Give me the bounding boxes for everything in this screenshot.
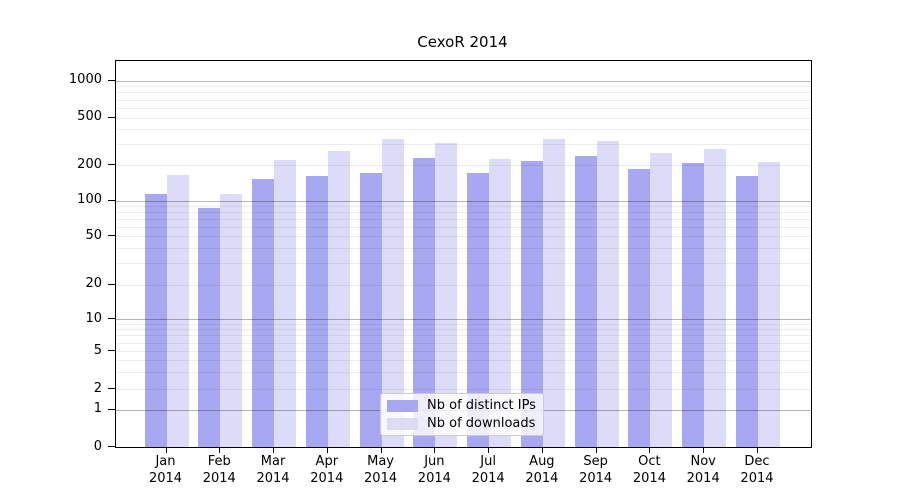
x-tick-mark-may bbox=[380, 447, 382, 453]
y-tick-label-100: 100 bbox=[77, 192, 102, 207]
y-tick-mark-50 bbox=[108, 235, 115, 236]
y-tick-mark-1 bbox=[108, 408, 115, 410]
bar-downloads-jul bbox=[489, 158, 512, 447]
y-tick-label-10: 10 bbox=[85, 310, 102, 326]
bar-downloads-oct bbox=[650, 153, 673, 447]
legend-swatch-downloads bbox=[387, 417, 418, 430]
bar-distinct-ips-jan bbox=[144, 193, 167, 447]
y-tick-mark-20 bbox=[108, 283, 115, 285]
x-tick-label-nov: Nov 2014 bbox=[686, 454, 720, 486]
x-tick-label-mar: Mar 2014 bbox=[256, 454, 290, 486]
y-tick-label-2: 2 bbox=[93, 380, 102, 396]
x-tick-label-jun: Jun 2014 bbox=[417, 454, 451, 486]
x-tick-mark-jan bbox=[165, 447, 167, 453]
plot-area bbox=[115, 60, 812, 448]
y-tick-label-1000: 1000 bbox=[68, 72, 102, 87]
bar-distinct-ips-jul bbox=[467, 173, 490, 447]
x-tick-label-aug: Aug 2014 bbox=[525, 454, 559, 486]
bar-downloads-may bbox=[381, 139, 404, 447]
chart-title: CexoR 2014 bbox=[417, 33, 508, 51]
y-tick-label-0: 0 bbox=[93, 438, 102, 454]
bar-downloads-aug bbox=[542, 139, 565, 447]
bar-downloads-apr bbox=[327, 151, 350, 447]
x-tick-label-dec: Dec 2014 bbox=[740, 454, 774, 486]
y-tick-label-20: 20 bbox=[85, 276, 102, 291]
x-tick-mark-jun bbox=[434, 447, 436, 453]
y-tick-label-5: 5 bbox=[93, 342, 102, 358]
x-tick-mark-apr bbox=[326, 447, 328, 453]
x-tick-label-may: May 2014 bbox=[364, 454, 398, 486]
x-tick-label-jul: Jul 2014 bbox=[471, 454, 505, 486]
bar-distinct-ips-feb bbox=[198, 208, 221, 447]
x-tick-mark-dec bbox=[756, 447, 758, 453]
legend-row-downloads: Nb of downloads bbox=[387, 416, 537, 431]
y-tick-mark-200 bbox=[108, 164, 115, 165]
x-tick-mark-oct bbox=[649, 447, 651, 453]
bar-distinct-ips-sep bbox=[574, 156, 597, 447]
legend-swatch-distinct-ips bbox=[387, 399, 418, 412]
bar-downloads-jan bbox=[166, 175, 189, 447]
y-tick-mark-500 bbox=[108, 116, 115, 118]
x-tick-label-apr: Apr 2014 bbox=[310, 454, 344, 486]
y-tick-label-500: 500 bbox=[77, 109, 102, 124]
x-tick-mark-mar bbox=[273, 447, 275, 453]
legend-label-distinct-ips: Nb of distinct IPs bbox=[427, 398, 536, 413]
bar-downloads-jun bbox=[435, 142, 458, 447]
bar-distinct-ips-oct bbox=[628, 168, 651, 447]
bar-distinct-ips-apr bbox=[305, 175, 328, 447]
bar-distinct-ips-jun bbox=[413, 157, 436, 447]
y-tick-label-50: 50 bbox=[85, 227, 102, 243]
bar-distinct-ips-aug bbox=[520, 161, 543, 447]
y-tick-mark-1000 bbox=[108, 79, 115, 81]
legend-row-distinct-ips: Nb of distinct IPs bbox=[387, 398, 537, 413]
y-tick-mark-10 bbox=[108, 318, 115, 319]
y-tick-mark-0 bbox=[108, 446, 115, 447]
y-tick-label-200: 200 bbox=[77, 156, 102, 172]
bars-layer bbox=[116, 61, 811, 447]
x-tick-mark-sep bbox=[595, 447, 597, 453]
x-tick-mark-aug bbox=[541, 447, 543, 453]
y-tick-mark-5 bbox=[108, 350, 115, 351]
bar-distinct-ips-may bbox=[359, 173, 382, 447]
bar-downloads-sep bbox=[596, 141, 619, 447]
bar-downloads-feb bbox=[220, 194, 243, 447]
bar-distinct-ips-mar bbox=[252, 179, 275, 447]
x-tick-label-oct: Oct 2014 bbox=[632, 454, 666, 486]
x-tick-label-jan: Jan 2014 bbox=[148, 454, 183, 486]
x-tick-label-sep: Sep 2014 bbox=[579, 454, 613, 486]
y-tick-label-1: 1 bbox=[93, 401, 102, 416]
bar-distinct-ips-dec bbox=[735, 175, 758, 447]
y-tick-mark-2 bbox=[108, 388, 115, 389]
x-tick-mark-jul bbox=[488, 447, 490, 453]
x-tick-label-feb: Feb 2014 bbox=[202, 454, 236, 486]
bar-downloads-mar bbox=[274, 159, 297, 447]
x-tick-mark-nov bbox=[703, 447, 705, 453]
bar-downloads-dec bbox=[757, 161, 780, 447]
bar-downloads-nov bbox=[704, 149, 727, 447]
bar-distinct-ips-nov bbox=[682, 162, 705, 447]
y-tick-mark-100 bbox=[108, 199, 115, 201]
legend-label-downloads: Nb of downloads bbox=[427, 416, 536, 431]
x-tick-mark-feb bbox=[219, 447, 221, 453]
legend: Nb of distinct IPs Nb of downloads bbox=[380, 393, 544, 436]
